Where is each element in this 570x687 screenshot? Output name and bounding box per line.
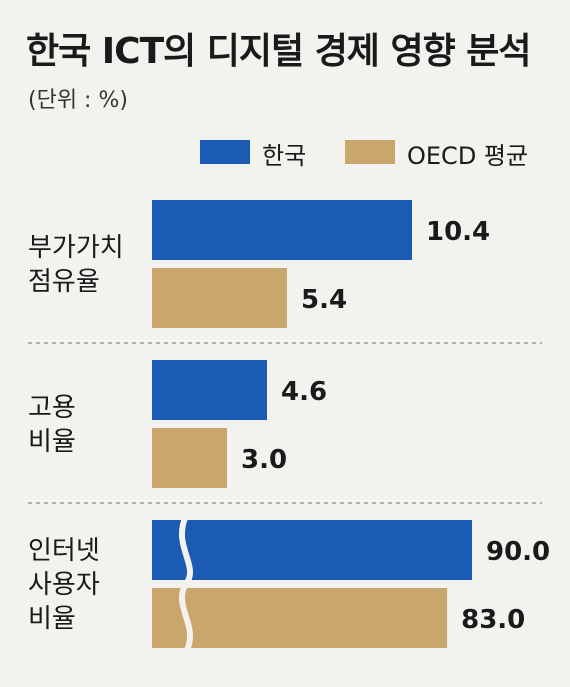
bar-korea-3 [152,520,472,580]
category-label-3-line-1: 인터넷 [28,536,100,566]
category-label-2-line-1: 고용 [28,393,76,423]
chart-title: 한국 ICT의 디지털 경제 영향 분석 [26,31,531,72]
value-label-korea-2: 4.6 [281,377,327,407]
value-label-oecd-1: 5.4 [301,285,347,315]
category-label-1-line-1: 부가가치 [28,233,124,263]
unit-label: (단위 : %) [28,88,128,113]
category-label-1-line-2: 점유율 [28,267,100,297]
axis-break-mark [178,514,194,654]
bar-korea-1 [152,200,412,260]
legend-label-korea: 한국 [262,142,307,170]
legend-label-oecd: OECD 평균 [407,142,529,170]
legend-swatch-oecd [345,140,395,164]
category-label-2-line-2: 비율 [28,427,76,457]
bar-korea-2 [152,360,267,420]
value-label-oecd-3: 83.0 [461,605,525,635]
legend-swatch-korea [200,140,250,164]
category-label-3-line-3: 비율 [28,604,76,634]
bar-oecd-2 [152,428,227,488]
bar-oecd-3 [152,588,448,648]
value-label-korea-3: 90.0 [486,537,550,567]
value-label-oecd-2: 3.0 [241,445,287,475]
value-label-korea-1: 10.4 [426,217,490,247]
bar-oecd-1 [152,268,287,328]
category-label-3-line-2: 사용자 [28,570,100,600]
